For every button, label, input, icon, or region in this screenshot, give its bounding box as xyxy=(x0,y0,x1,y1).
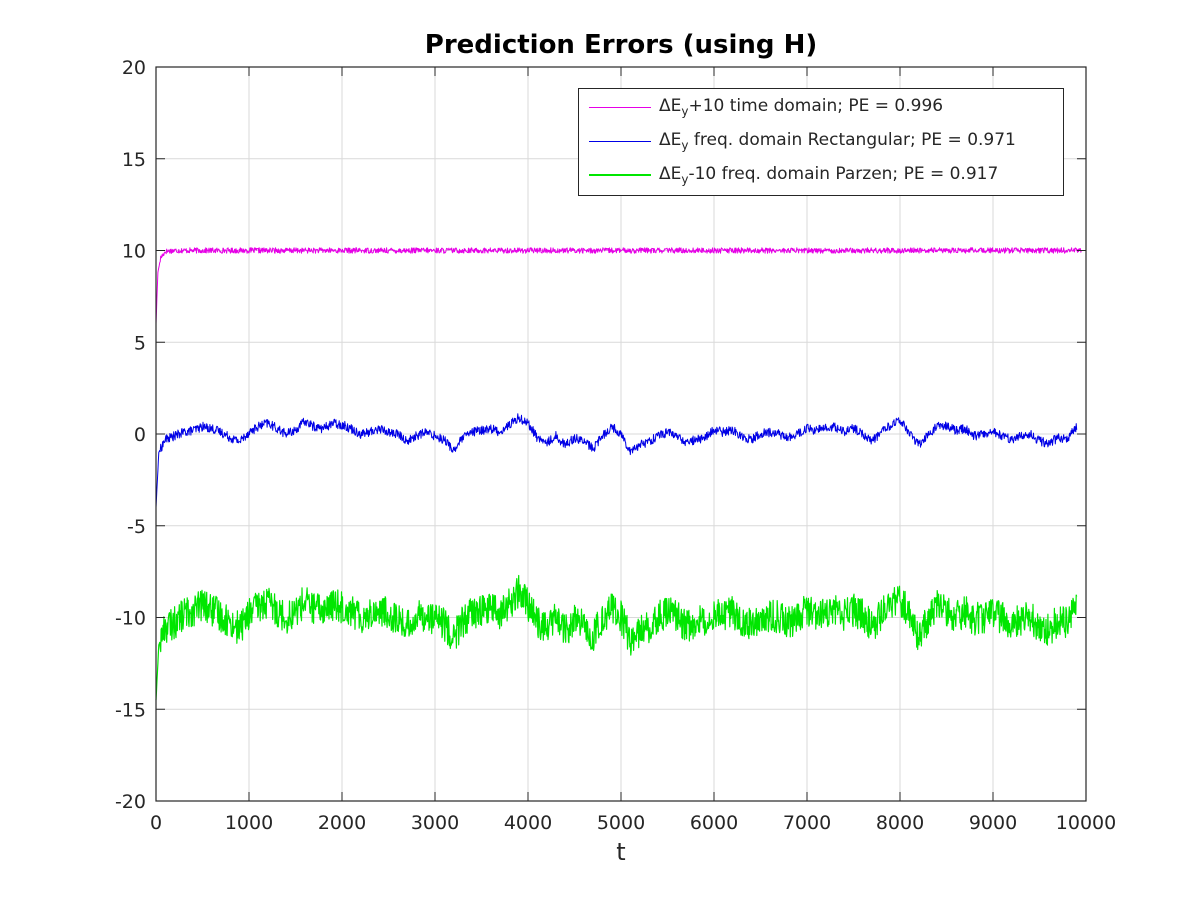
x-tick-label: 3000 xyxy=(411,812,459,834)
series-layer xyxy=(155,247,1082,701)
x-tick-label: 2000 xyxy=(318,812,366,834)
series-line-2 xyxy=(155,574,1078,701)
y-tick-label: -5 xyxy=(127,516,146,538)
legend-swatch-blue xyxy=(589,140,651,142)
x-axis-label: t xyxy=(616,838,626,866)
y-tick-label: -15 xyxy=(115,699,146,721)
axes xyxy=(155,66,1087,802)
legend-swatch-magenta xyxy=(589,106,651,108)
x-tick-label: 7000 xyxy=(783,812,831,834)
series-line-0 xyxy=(155,247,1082,324)
y-tick-label: 20 xyxy=(122,57,146,79)
x-tick-label: 8000 xyxy=(876,812,924,834)
legend-entry-parzen: ΔEy-10 freq. domain Parzen; PE = 0.917 xyxy=(589,161,998,189)
legend-swatch-green xyxy=(589,174,651,176)
chart-title: Prediction Errors (using H) xyxy=(424,30,818,60)
tick-labels: 0 1000 2000 3000 4000 5000 6000 7000 8000 9000 100… xyxy=(115,57,1116,834)
legend: ΔEy+10 time domain; PE = 0.996 ΔEy freq.… xyxy=(578,88,1064,196)
y-tick-label: -20 xyxy=(115,791,146,813)
x-tick-label: 0 xyxy=(150,812,162,834)
x-tick-label: 9000 xyxy=(969,812,1017,834)
x-tick-label: 4000 xyxy=(504,812,552,834)
y-tick-label: 0 xyxy=(134,424,146,446)
y-tick-label: 15 xyxy=(122,149,146,171)
x-tick-label: 6000 xyxy=(690,812,738,834)
x-tick-label: 10000 xyxy=(1056,812,1116,834)
legend-entry-time-domain: ΔEy+10 time domain; PE = 0.996 xyxy=(589,93,943,121)
legend-entry-rectangular: ΔEy freq. domain Rectangular; PE = 0.971 xyxy=(589,127,1016,155)
legend-label: ΔEy freq. domain Rectangular; PE = 0.971 xyxy=(659,129,1016,153)
x-tick-label: 1000 xyxy=(225,812,273,834)
y-tick-label: 10 xyxy=(122,241,146,263)
legend-label: ΔEy-10 freq. domain Parzen; PE = 0.917 xyxy=(659,163,999,187)
x-tick-label: 5000 xyxy=(597,812,645,834)
y-tick-label: -10 xyxy=(115,608,146,630)
y-tick-label: 5 xyxy=(134,332,146,354)
legend-label: ΔEy+10 time domain; PE = 0.996 xyxy=(659,95,944,119)
series-line-1 xyxy=(155,413,1078,508)
